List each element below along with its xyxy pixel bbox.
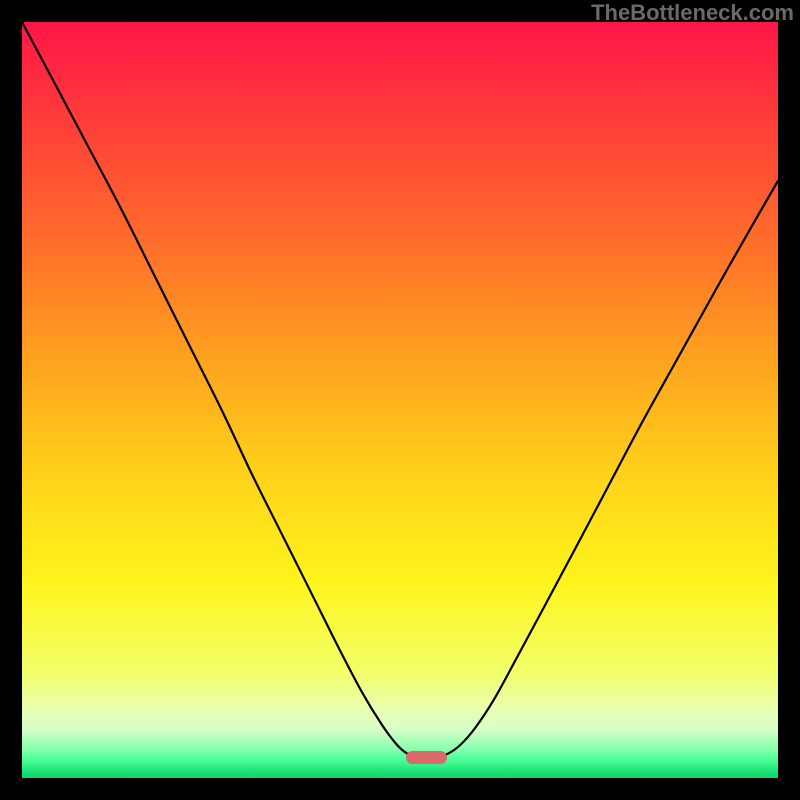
bottleneck-curve (22, 22, 778, 778)
chart-frame: TheBottleneck.com (0, 0, 800, 800)
plot-area (22, 22, 778, 778)
watermark-text: TheBottleneck.com (591, 0, 794, 26)
optimal-point-marker (406, 751, 448, 765)
